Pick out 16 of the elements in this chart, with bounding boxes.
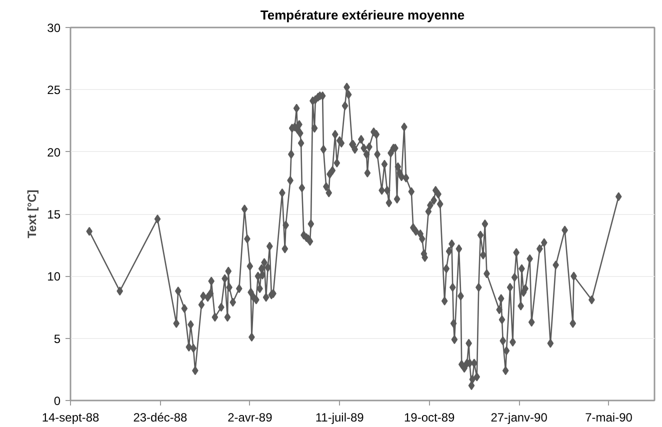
- y-tick-label: 30: [47, 21, 61, 35]
- chart-title: Température extérieure moyenne: [260, 8, 465, 22]
- y-tick-label: 0: [54, 394, 61, 408]
- x-tick-label: 23-déc-88: [133, 410, 188, 424]
- x-tick-label: 19-oct-89: [404, 410, 456, 424]
- x-tick-label: 7-mai-90: [585, 410, 633, 424]
- x-tick-label: 2-avr-89: [228, 410, 273, 424]
- x-tick-label: 27-janv-90: [490, 410, 548, 424]
- y-tick-label: 20: [47, 145, 61, 160]
- y-axis-title: Text [°C]: [25, 190, 40, 238]
- y-tick-label: 10: [47, 270, 61, 284]
- y-tick-label: 25: [47, 83, 61, 98]
- x-tick-label: 11-juil-89: [315, 410, 364, 424]
- y-tick-label: 5: [54, 332, 61, 346]
- x-tick-label: 14-sept-88: [42, 410, 100, 424]
- y-tick-label: 15: [47, 208, 61, 222]
